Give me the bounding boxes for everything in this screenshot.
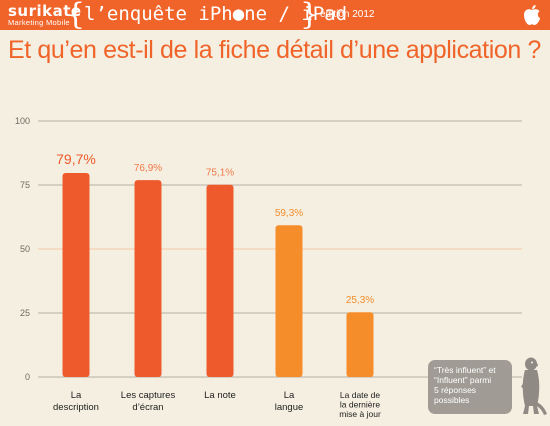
note-badge: “Très influent” et “Influent” parmi 5 ré… [428, 360, 512, 414]
label-layer: 79,7% La description 76,9% Les captures d’écr… [53, 151, 381, 419]
brace-right: } [300, 0, 320, 32]
brand-tagline: Marketing Mobile [8, 18, 70, 27]
note-line-4: possibles [434, 395, 470, 405]
apple-icon [524, 5, 540, 25]
note-line-3: 5 réponses [434, 385, 477, 395]
data-label: 76,9% [134, 163, 162, 174]
note-line-2: “Influent” parmi [434, 375, 492, 385]
brand-name: surikate [8, 2, 82, 20]
y-tick-label: 100 [15, 116, 30, 126]
category-label: La description [53, 390, 99, 413]
y-tick-label: 75 [20, 180, 30, 190]
category-label: Les captures d’écran [121, 390, 176, 413]
bar [134, 180, 162, 377]
survey-title: l’enquête iPh●ne / iPad [84, 3, 348, 25]
page-title: Et qu’en est-il de la fiche détail d’une… [8, 36, 541, 64]
y-tick-label: 0 [25, 372, 30, 382]
data-label: 75,1% [206, 168, 234, 179]
data-label: 79,7% [56, 151, 96, 167]
brace-left: { [66, 0, 86, 32]
data-label: 25,3% [346, 295, 374, 306]
note-line-1: “Très influent” et [434, 365, 496, 375]
edition-label: édition 2012 [320, 9, 375, 20]
meerkat-icon [521, 357, 547, 415]
y-tick-label: 50 [20, 244, 30, 254]
bar [275, 225, 303, 377]
bar [346, 312, 374, 377]
category-label: La date de la dernière mise à jour [339, 390, 381, 419]
bar [206, 184, 234, 377]
data-label: 59,3% [275, 208, 303, 219]
header-bar: surikate Marketing Mobile { l’enquête iP… [0, 0, 550, 32]
category-label: La note [204, 390, 236, 401]
bar [62, 172, 90, 377]
y-tick-label: 25 [20, 308, 30, 318]
category-label: La langue [275, 390, 304, 413]
bar-layer [62, 172, 374, 377]
